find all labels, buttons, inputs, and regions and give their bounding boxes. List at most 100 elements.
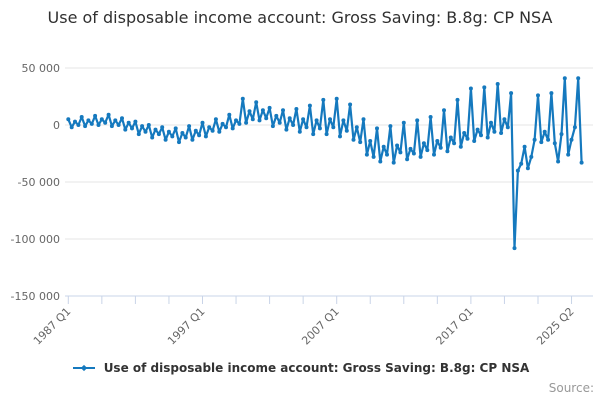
data-point	[435, 139, 440, 143]
data-point	[153, 127, 158, 132]
data-point	[331, 125, 336, 130]
data-point	[505, 125, 510, 130]
data-point	[274, 113, 279, 118]
data-point	[479, 133, 483, 138]
data-point	[522, 144, 527, 149]
data-point	[96, 123, 101, 127]
data-point	[532, 137, 537, 142]
data-point	[133, 119, 138, 124]
y-tick-label: -50 000	[18, 176, 60, 189]
x-tick-label: 1997 Q1	[165, 305, 208, 348]
data-point	[472, 139, 477, 143]
data-point	[136, 132, 141, 137]
data-point	[324, 132, 329, 137]
data-point	[257, 118, 262, 123]
data-point	[237, 121, 242, 126]
x-tick-label: 2017 Q1	[433, 305, 476, 348]
legend-label: Use of disposable income account: Gross …	[103, 361, 530, 375]
data-point	[364, 152, 369, 157]
data-point	[311, 132, 316, 137]
data-point	[576, 76, 581, 81]
data-point	[284, 127, 289, 132]
data-point	[69, 125, 74, 130]
data-point	[536, 93, 540, 98]
data-point	[385, 152, 389, 157]
data-point	[566, 152, 571, 157]
data-point	[99, 117, 104, 122]
data-point	[475, 127, 480, 132]
data-point	[525, 166, 530, 171]
data-point	[220, 121, 225, 126]
data-point	[270, 124, 275, 129]
data-point	[294, 107, 299, 111]
data-point	[489, 120, 493, 125]
data-point	[93, 113, 98, 118]
data-point	[515, 168, 520, 173]
data-point	[415, 118, 420, 123]
data-point	[502, 117, 507, 122]
data-point	[247, 109, 252, 114]
y-tick-label: -100 000	[11, 233, 60, 246]
data-point	[76, 123, 81, 127]
data-point	[448, 135, 453, 140]
data-point	[432, 152, 436, 157]
data-point	[445, 149, 450, 154]
data-point	[321, 97, 326, 102]
series-line-marker-icon	[72, 364, 95, 372]
legend-item[interactable]: Use of disposable income account: Gross …	[0, 358, 600, 378]
data-point	[260, 108, 265, 113]
data-point	[113, 118, 118, 123]
data-point	[150, 135, 155, 140]
y-tick-label: 50 000	[22, 62, 61, 75]
data-point	[542, 129, 547, 134]
data-point	[452, 141, 457, 146]
data-point	[86, 118, 91, 123]
data-point	[371, 154, 376, 159]
data-point	[83, 124, 88, 129]
data-point	[405, 157, 410, 162]
data-point	[556, 159, 561, 164]
data-point	[89, 121, 94, 126]
data-point	[156, 132, 161, 137]
data-point	[254, 100, 259, 105]
data-point	[173, 126, 178, 131]
data-point	[499, 131, 504, 135]
data-point	[375, 126, 379, 131]
data-point	[170, 134, 175, 139]
data-point	[579, 160, 584, 165]
x-tick-label: 1987 Q1	[31, 305, 74, 348]
data-point	[428, 115, 433, 119]
series-line	[67, 77, 583, 250]
data-point	[120, 116, 124, 121]
data-point	[314, 118, 319, 123]
data-point	[495, 82, 500, 86]
data-point	[287, 116, 292, 121]
data-point	[348, 102, 353, 107]
data-point	[465, 136, 470, 141]
data-point	[519, 161, 524, 166]
data-point	[317, 126, 322, 131]
y-tick-label: 0	[53, 119, 60, 132]
data-point	[163, 137, 168, 142]
data-point	[307, 103, 312, 108]
data-point	[301, 117, 306, 122]
data-point	[126, 120, 131, 125]
data-point	[458, 144, 463, 149]
data-point	[391, 160, 396, 165]
data-point	[421, 141, 426, 146]
data-point	[187, 124, 192, 129]
data-point	[106, 112, 111, 117]
data-point	[334, 96, 339, 101]
data-point	[401, 120, 406, 125]
data-point	[381, 144, 386, 149]
data-point	[455, 97, 460, 102]
data-point	[351, 137, 356, 142]
data-point	[109, 124, 114, 129]
data-point	[234, 118, 238, 123]
data-point	[559, 132, 564, 137]
data-point	[368, 139, 373, 143]
data-point	[183, 135, 188, 140]
data-point	[227, 112, 232, 117]
data-point	[207, 125, 212, 130]
